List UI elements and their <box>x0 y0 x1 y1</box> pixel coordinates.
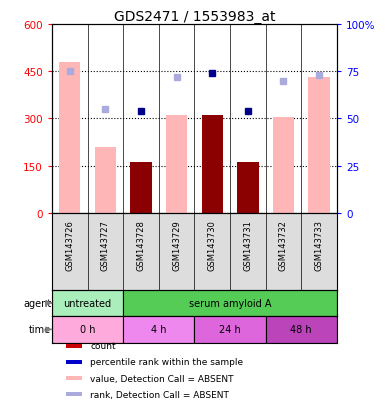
Text: GSM143728: GSM143728 <box>137 219 146 270</box>
Bar <box>123 290 337 316</box>
Text: 4 h: 4 h <box>151 325 167 335</box>
Bar <box>123 316 194 343</box>
Text: serum amyloid A: serum amyloid A <box>189 298 271 308</box>
Bar <box>308 78 330 213</box>
Bar <box>237 163 259 213</box>
Bar <box>66 376 82 380</box>
Bar <box>166 116 187 213</box>
Bar <box>130 163 152 213</box>
Text: GSM143727: GSM143727 <box>101 219 110 270</box>
Text: agent: agent <box>23 298 51 308</box>
Bar <box>273 117 294 213</box>
Text: GSM143726: GSM143726 <box>65 219 74 270</box>
Title: GDS2471 / 1553983_at: GDS2471 / 1553983_at <box>114 10 275 24</box>
Text: GSM143732: GSM143732 <box>279 219 288 270</box>
Text: untreated: untreated <box>64 298 112 308</box>
Bar <box>66 392 82 396</box>
Text: GSM143730: GSM143730 <box>208 219 217 270</box>
Text: GSM143731: GSM143731 <box>243 219 252 270</box>
Bar <box>52 290 123 316</box>
Text: percentile rank within the sample: percentile rank within the sample <box>90 358 244 367</box>
Bar <box>59 62 80 213</box>
Text: 24 h: 24 h <box>219 325 241 335</box>
Text: 0 h: 0 h <box>80 325 95 335</box>
Text: time: time <box>29 325 51 335</box>
Bar <box>95 147 116 213</box>
Text: rank, Detection Call = ABSENT: rank, Detection Call = ABSENT <box>90 390 229 399</box>
Bar <box>66 344 82 348</box>
Text: value, Detection Call = ABSENT: value, Detection Call = ABSENT <box>90 374 234 382</box>
Bar <box>66 361 82 364</box>
Bar <box>52 316 123 343</box>
Text: GSM143729: GSM143729 <box>172 219 181 270</box>
Text: count: count <box>90 342 116 351</box>
Bar <box>266 316 337 343</box>
Bar <box>194 316 266 343</box>
Bar <box>202 116 223 213</box>
Text: GSM143733: GSM143733 <box>315 219 323 270</box>
Text: 48 h: 48 h <box>290 325 312 335</box>
